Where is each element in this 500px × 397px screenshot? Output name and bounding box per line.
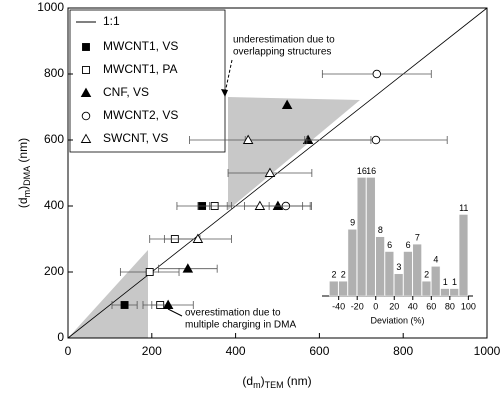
label-part: ) (16, 186, 30, 190)
data-label: 1 (452, 277, 457, 287)
data-point (242, 134, 254, 144)
subscript: DMA (22, 166, 32, 186)
data-point (302, 134, 314, 144)
histogram-bar (347, 229, 357, 297)
data-label: 6 (406, 240, 411, 250)
legend-marker (82, 66, 90, 74)
data-label: 4 (433, 255, 438, 265)
data-label: 7 (415, 232, 420, 242)
y-tick-label: 1000 (37, 0, 64, 14)
histogram-bar (403, 251, 413, 297)
legend-label: 1:1 (103, 14, 120, 28)
data-label: 8 (378, 225, 383, 235)
x-tick-label: 600 (309, 344, 329, 358)
x-tick-label: 800 (393, 344, 413, 358)
plot-frame (67, 7, 488, 339)
label-part: (nm) (284, 374, 312, 388)
annotation-arrow (167, 308, 183, 317)
histogram-bar (458, 214, 469, 297)
shaded-region (228, 97, 360, 210)
x-tick-label: 0 (373, 301, 378, 311)
label-part: ) (261, 374, 265, 388)
data-point (281, 99, 293, 109)
histogram-bar (375, 236, 385, 297)
data-label: 1 (443, 277, 448, 287)
subscript: TEM (265, 380, 284, 390)
data-label: 6 (387, 240, 392, 250)
x-tick-label: 1000 (474, 344, 500, 358)
x-tick-label: 20 (389, 301, 399, 311)
y-tick-label: 800 (44, 66, 64, 80)
annotation: overlapping structures (233, 47, 331, 58)
data-point (272, 200, 284, 210)
x-tick-label: -40 (332, 301, 345, 311)
x-tick-label: 60 (426, 301, 436, 311)
data-point (371, 135, 381, 145)
annotation: underestimation due to (233, 35, 335, 46)
x-tick-label: 0 (65, 344, 72, 358)
x-tick-label: 200 (142, 344, 162, 358)
y-tick-label: 400 (44, 198, 64, 212)
legend-label: MWCNT1, VS (103, 39, 178, 53)
histogram-bar (384, 251, 395, 297)
data-point (145, 268, 154, 276)
subscript: m (253, 380, 261, 390)
histogram-bar (440, 288, 450, 297)
data-label: 16 (357, 166, 367, 176)
data-point (120, 301, 129, 309)
x-tick-label: 40 (408, 301, 418, 311)
data-point (182, 263, 194, 273)
label-part: (d (242, 374, 253, 388)
data-point (192, 233, 204, 243)
data-label: 2 (332, 270, 337, 280)
x-tick-label: 400 (226, 344, 246, 358)
x-tick-label: 80 (445, 301, 455, 311)
data-point (264, 167, 276, 177)
axis-label: Deviation (%) (370, 315, 424, 325)
data-point (254, 200, 266, 210)
axis-label: (dm)TEM (nm) (242, 374, 311, 390)
histogram-bar (338, 280, 348, 297)
legend-label: SWCNT, VS (103, 131, 168, 145)
annotation: overestimation due to (185, 308, 281, 319)
y-tick-label: 600 (44, 132, 64, 146)
data-label: 2 (341, 270, 346, 280)
histogram-bar (412, 243, 422, 297)
legend-marker (81, 111, 91, 121)
x-tick-label: 100 (461, 301, 476, 311)
histogram-bar (431, 266, 441, 297)
legend-marker (80, 87, 92, 97)
histogram-bar (366, 177, 376, 297)
annotation-arrow (224, 59, 233, 94)
data-label: 2 (424, 270, 429, 280)
subscript: m (22, 190, 32, 198)
legend-label: MWCNT1, PA (103, 62, 177, 76)
arrow-head (221, 89, 228, 97)
data-label: 3 (396, 262, 401, 272)
data-label: 11 (459, 203, 468, 213)
legend-label: MWCNT2, VS (103, 108, 178, 122)
y-tick-label: 0 (57, 330, 64, 344)
axis-label: (dm)DMA (nm) (16, 138, 32, 208)
shaded-region (68, 250, 148, 338)
label-part: (d (16, 197, 30, 208)
data-label: 16 (366, 166, 376, 176)
legend-label: CNF, VS (103, 85, 149, 99)
legend-marker (80, 133, 92, 143)
legend-box (69, 9, 226, 153)
y-tick-label: 200 (44, 264, 64, 278)
x-tick-label: -20 (351, 301, 364, 311)
histogram-bar (449, 288, 459, 297)
data-label: 9 (350, 218, 355, 228)
legend-marker (82, 43, 90, 51)
histogram-bar (329, 280, 339, 297)
histogram-bar (356, 177, 367, 297)
data-point (372, 69, 382, 79)
histogram-bar (394, 273, 404, 297)
data-point (162, 299, 174, 309)
annotation: multiple charging in DMA (185, 320, 296, 331)
label-part: (nm) (16, 138, 30, 166)
histogram-bar (421, 280, 432, 297)
